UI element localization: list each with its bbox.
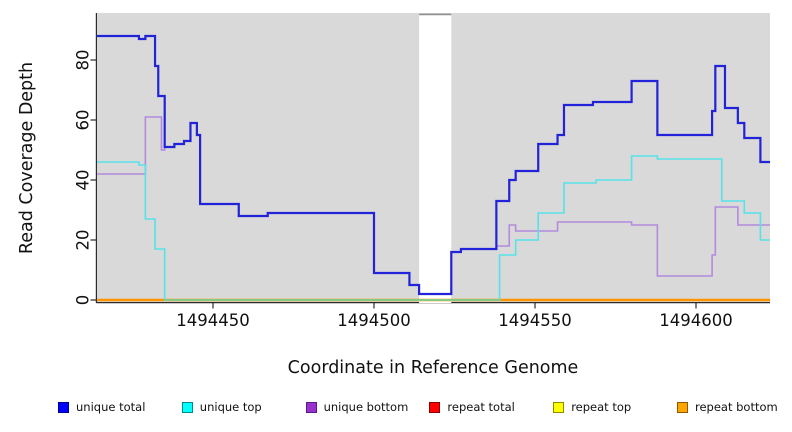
series-unique-total <box>97 34 771 296</box>
x-tick-label: 1494500 <box>337 311 411 330</box>
y-tick-label: 40 <box>74 170 93 191</box>
missing-data-gap <box>419 15 452 303</box>
y-tick-label: 20 <box>74 230 93 251</box>
x-tick-label: 1494600 <box>659 311 733 330</box>
x-axis-title: Coordinate in Reference Genome <box>287 358 579 378</box>
y-tick-label: 80 <box>74 50 93 71</box>
y-axis-title: Read Coverage Depth <box>17 61 37 255</box>
x-tick-label: 1494550 <box>498 311 572 330</box>
x-tick-label: 1494450 <box>176 311 250 330</box>
series-unique-top <box>97 155 771 301</box>
y-tick-label: 0 <box>74 295 93 306</box>
y-tick-label: 60 <box>74 110 93 131</box>
